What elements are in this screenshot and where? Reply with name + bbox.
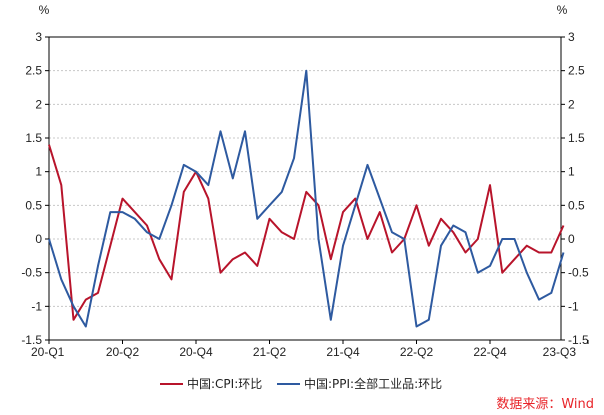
y-tick-label-left: 3 xyxy=(35,30,42,44)
y-tick-label-right: 2 xyxy=(568,97,575,111)
x-axis: 20-Q1 20-Q2 20-Q4 21-Q2 21-Q4 22-Q2 22-Q4 23-Q3 xyxy=(31,340,589,359)
y-tick-label-right: 0 xyxy=(568,232,575,246)
y-tick-label-left: 2.5 xyxy=(25,64,42,78)
left-y-axis: 3 2.5 2 1.5 1 0.5 0 -0.5 -1 -1.5 xyxy=(21,30,49,347)
plot-frame xyxy=(48,36,562,341)
x-tick-label: 20-Q4 xyxy=(179,345,213,359)
x-tick-label: 21-Q4 xyxy=(326,345,360,359)
y-tick-label-left: 0 xyxy=(35,232,42,246)
x-tick-label: 20-Q2 xyxy=(106,345,140,359)
x-tick-label: 20-Q1 xyxy=(31,345,65,359)
legend: 中国:CPI:环比 中国:PPI:全部工业品:环比 xyxy=(160,376,442,391)
x-tick-label: 22-Q2 xyxy=(400,345,434,359)
y-tick-label-right: -0.5 xyxy=(568,266,589,280)
series-line-cpi xyxy=(48,144,565,321)
y-tick-label-right: 2.5 xyxy=(568,64,585,78)
series-lines xyxy=(48,69,565,328)
y-tick-label-left: -1 xyxy=(31,299,42,313)
x-tick-label: 22-Q4 xyxy=(473,345,507,359)
source-note: 数据来源：Wind xyxy=(496,397,594,412)
y-tick-label-left: -1.5 xyxy=(21,333,42,347)
series-line-ppi xyxy=(48,69,565,328)
y-tick-label-left: -0.5 xyxy=(21,266,42,280)
x-tick-label: 23-Q3 xyxy=(543,345,577,359)
y-tick-label-left: 1 xyxy=(35,165,42,179)
left-y-unit: % xyxy=(39,3,50,17)
y-tick-label-left: 2 xyxy=(35,97,42,111)
legend-label-cpi: 中国:CPI:环比 xyxy=(187,376,262,391)
x-tick-label: 21-Q2 xyxy=(253,345,287,359)
y-tick-label-right: 1 xyxy=(568,165,575,179)
y-tick-label-left: 0.5 xyxy=(25,198,42,212)
y-tick-label-right: -1.5 xyxy=(568,333,589,347)
y-tick-label-left: 1.5 xyxy=(25,131,42,145)
right-y-unit: % xyxy=(557,3,568,17)
y-tick-label-right: 3 xyxy=(568,30,575,44)
y-tick-label-right: -1 xyxy=(568,299,579,313)
right-y-axis: 3 2.5 2 1.5 1 0.5 0 -0.5 -1 -1.5 xyxy=(561,30,589,347)
y-tick-label-right: 1.5 xyxy=(568,131,585,145)
legend-label-ppi: 中国:PPI:全部工业品:环比 xyxy=(304,376,442,391)
y-tick-label-right: 0.5 xyxy=(568,198,585,212)
